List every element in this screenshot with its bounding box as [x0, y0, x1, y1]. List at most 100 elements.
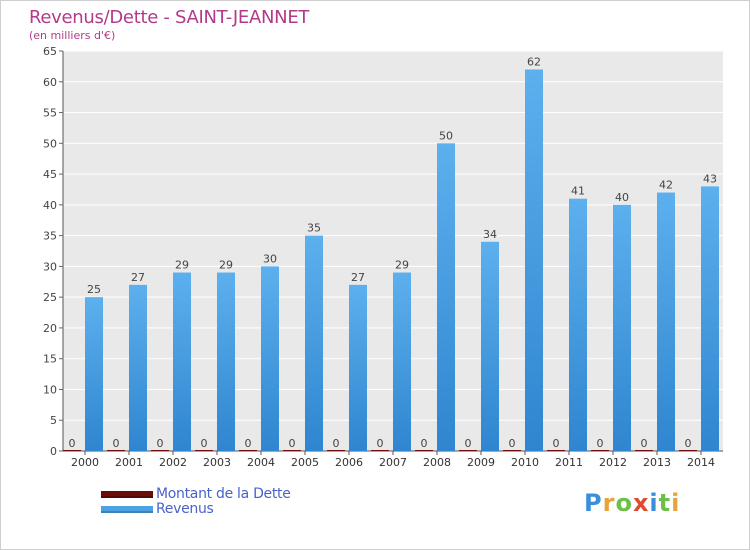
data-label-revenus: 42 — [659, 179, 673, 192]
data-label-dette: 0 — [157, 437, 164, 450]
bar-dette — [635, 450, 653, 451]
data-label-revenus: 50 — [439, 129, 453, 142]
data-label-dette: 0 — [113, 437, 120, 450]
bar-dette — [239, 450, 257, 451]
bar-revenus — [569, 198, 587, 451]
bar-revenus — [657, 192, 675, 452]
y-tick-label: 5 — [50, 414, 57, 427]
legend-swatch-revenus — [101, 506, 153, 513]
x-tick-label: 2002 — [159, 456, 187, 469]
y-tick-label: 30 — [43, 260, 57, 273]
x-tick-label: 2000 — [71, 456, 99, 469]
x-tick-label: 2012 — [599, 456, 627, 469]
bar-revenus — [261, 266, 279, 451]
bar-revenus — [437, 143, 455, 452]
bar-revenus — [173, 272, 191, 451]
chart-title: Revenus/Dette - SAINT-JEANNET — [29, 7, 310, 28]
bar-revenus — [217, 272, 235, 451]
bar-dette — [283, 450, 301, 451]
legend-label-revenus: Revenus — [156, 501, 214, 517]
logo-letter: i — [671, 489, 681, 517]
x-tick-label: 2013 — [643, 456, 671, 469]
legend-label-dette: Montant de la Dette — [156, 486, 291, 502]
bar-dette — [63, 450, 81, 451]
data-label-revenus: 35 — [307, 222, 321, 235]
x-tick-label: 2003 — [203, 456, 231, 469]
data-label-dette: 0 — [377, 437, 384, 450]
bar-revenus — [701, 186, 719, 451]
data-label-dette: 0 — [465, 437, 472, 450]
bar-dette — [327, 450, 345, 451]
bar-dette — [107, 450, 125, 451]
data-label-dette: 0 — [289, 437, 296, 450]
data-label-dette: 0 — [641, 437, 648, 450]
data-label-revenus: 25 — [87, 283, 101, 296]
y-tick-label: 40 — [43, 199, 57, 212]
data-label-dette: 0 — [597, 437, 604, 450]
x-tick-label: 2007 — [379, 456, 407, 469]
x-tick-label: 2001 — [115, 456, 143, 469]
logo-letter: i — [649, 489, 659, 517]
bar-dette — [547, 450, 565, 451]
y-tick-label: 35 — [43, 230, 57, 243]
y-tick-label: 60 — [43, 76, 57, 89]
data-label-dette: 0 — [685, 437, 692, 450]
data-label-dette: 0 — [509, 437, 516, 450]
data-label-dette: 0 — [333, 437, 340, 450]
data-label-dette: 0 — [69, 437, 76, 450]
data-label-revenus: 30 — [263, 252, 277, 265]
data-label-revenus: 62 — [527, 55, 541, 68]
bar-dette — [195, 450, 213, 451]
data-label-revenus: 40 — [615, 191, 629, 204]
bar-revenus — [393, 272, 411, 451]
x-tick-label: 2004 — [247, 456, 275, 469]
x-tick-label: 2006 — [335, 456, 363, 469]
bar-dette — [503, 450, 521, 451]
bar-revenus — [305, 235, 323, 451]
y-tick-label: 45 — [43, 168, 57, 181]
logo-letter: r — [602, 489, 616, 517]
data-label-revenus: 41 — [571, 185, 585, 198]
data-label-revenus: 43 — [703, 172, 717, 185]
data-label-dette: 0 — [245, 437, 252, 450]
bar-revenus — [349, 284, 367, 451]
legend-swatch-dette — [101, 491, 153, 498]
y-tick-label: 65 — [43, 45, 57, 58]
x-tick-label: 2008 — [423, 456, 451, 469]
y-tick-label: 20 — [43, 322, 57, 335]
bar-revenus — [525, 69, 543, 451]
x-tick-label: 2009 — [467, 456, 495, 469]
x-tick-label: 2011 — [555, 456, 583, 469]
bar-dette — [591, 450, 609, 451]
y-tick-label: 15 — [43, 353, 57, 366]
bar-revenus — [129, 284, 147, 451]
bar-dette — [371, 450, 389, 451]
bar-revenus — [481, 241, 499, 451]
x-tick-label: 2010 — [511, 456, 539, 469]
data-label-revenus: 27 — [351, 271, 365, 284]
x-tick-label: 2014 — [687, 456, 715, 469]
data-label-revenus: 29 — [175, 259, 189, 272]
y-tick-label: 0 — [50, 445, 57, 458]
data-label-dette: 0 — [421, 437, 428, 450]
y-tick-label: 50 — [43, 137, 57, 150]
y-tick-label: 55 — [43, 107, 57, 120]
bar-revenus — [85, 297, 103, 451]
logo-letter: x — [632, 489, 650, 517]
bar-chart: 0510152025303540455055606520000252001027… — [43, 45, 723, 469]
bar-dette — [459, 450, 477, 451]
bar-dette — [415, 450, 433, 451]
y-tick-label: 10 — [43, 383, 57, 396]
data-label-revenus: 27 — [131, 271, 145, 284]
bar-dette — [151, 450, 169, 451]
logo-letter: o — [615, 489, 633, 517]
data-label-revenus: 29 — [219, 259, 233, 272]
bar-revenus — [613, 204, 631, 451]
data-label-dette: 0 — [553, 437, 560, 450]
data-label-revenus: 29 — [395, 259, 409, 272]
y-tick-label: 25 — [43, 291, 57, 304]
proxiti-logo: Proxiti — [584, 489, 680, 517]
data-label-revenus: 34 — [483, 228, 497, 241]
x-tick-label: 2005 — [291, 456, 319, 469]
